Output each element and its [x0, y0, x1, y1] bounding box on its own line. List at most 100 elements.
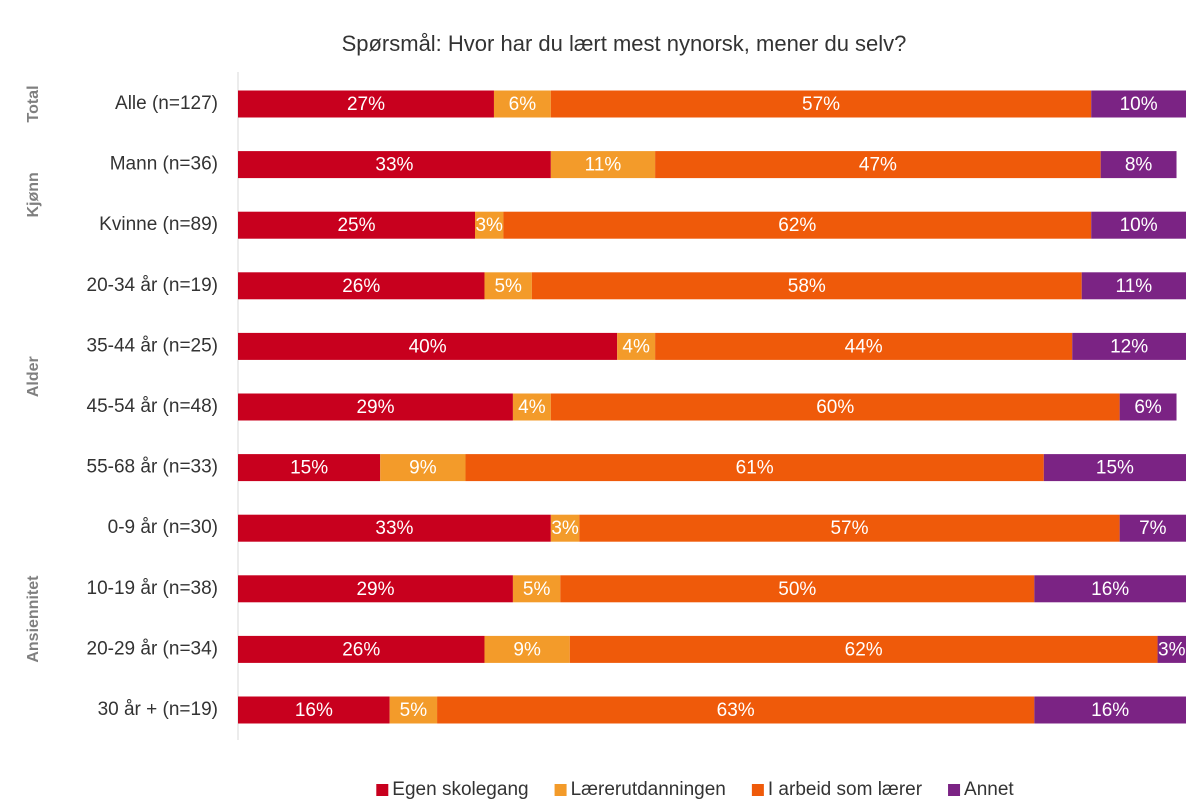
- category-label: 20-34 år (n=19): [87, 275, 219, 296]
- bar-segment: [238, 696, 390, 724]
- value-label: 29%: [356, 579, 394, 600]
- legend-swatch: [376, 784, 389, 796]
- category-label: Kvinne (n=89): [99, 214, 218, 235]
- bar-segment: [465, 454, 1044, 482]
- bar-segment: [238, 575, 513, 603]
- group-label: Total: [25, 85, 42, 122]
- bar-segment: [437, 696, 1035, 724]
- bar-segment: [655, 151, 1101, 179]
- value-label: 40%: [409, 336, 447, 357]
- value-label: 16%: [1091, 579, 1129, 600]
- value-label: 10%: [1120, 94, 1158, 115]
- bar-segment: [1043, 454, 1186, 482]
- value-label: 62%: [778, 215, 816, 236]
- value-label: 15%: [290, 458, 328, 479]
- bar-segment: [238, 90, 494, 118]
- bar-segment: [238, 393, 513, 421]
- bar-segment: [1119, 514, 1186, 542]
- legend-label: Lærerutdanningen: [571, 779, 726, 800]
- value-label: 12%: [1110, 336, 1148, 357]
- bar-segment: [1119, 393, 1177, 421]
- value-label: 6%: [1134, 397, 1162, 418]
- value-label: 7%: [1139, 518, 1167, 539]
- bar-segment: [531, 272, 1082, 300]
- group-label: Ansiennitet: [25, 575, 42, 663]
- value-label: 9%: [409, 458, 437, 479]
- bar-segment: [1034, 575, 1186, 603]
- bar-segment: [484, 635, 570, 663]
- bar-segment: [238, 332, 618, 360]
- bar-segment: [550, 393, 1120, 421]
- bar-segment: [1081, 272, 1186, 300]
- category-label: 30 år + (n=19): [98, 699, 218, 720]
- value-label: 61%: [736, 458, 774, 479]
- group-label: Alder: [25, 356, 42, 397]
- value-label: 57%: [802, 94, 840, 115]
- bar-segment: [238, 454, 381, 482]
- value-label: 29%: [356, 397, 394, 418]
- bar-segment: [1157, 635, 1186, 663]
- value-label: 10%: [1120, 215, 1158, 236]
- bar-segment: [1072, 332, 1186, 360]
- category-label: Alle (n=127): [115, 93, 218, 114]
- category-label: Mann (n=36): [110, 154, 218, 175]
- bar-segment: [1091, 211, 1186, 239]
- value-label: 6%: [509, 94, 537, 115]
- value-label: 8%: [1125, 155, 1153, 176]
- value-label: 26%: [342, 276, 380, 297]
- bar-segment: [655, 332, 1073, 360]
- value-label: 63%: [717, 700, 755, 721]
- value-label: 11%: [585, 155, 622, 176]
- bar-segment: [1100, 151, 1177, 179]
- value-label: 9%: [513, 639, 541, 660]
- legend-swatch: [948, 784, 961, 796]
- value-label: 60%: [816, 397, 854, 418]
- value-label: 62%: [845, 639, 883, 660]
- bar-segment: [550, 514, 580, 542]
- bar-segment: [238, 514, 551, 542]
- bar-segment: [238, 635, 485, 663]
- value-label: 44%: [845, 336, 883, 357]
- bar-segment: [579, 514, 1120, 542]
- bar-segment: [1034, 696, 1186, 724]
- value-label: 5%: [523, 579, 551, 600]
- legend-swatch: [554, 784, 567, 796]
- category-label: 55-68 år (n=33): [87, 457, 219, 478]
- category-label: 0-9 år (n=30): [108, 517, 218, 538]
- bar-segment: [512, 575, 561, 603]
- value-label: 25%: [337, 215, 375, 236]
- value-label: 47%: [859, 155, 897, 176]
- bar-segment: [484, 272, 532, 300]
- category-label: 20-29 år (n=34): [87, 638, 219, 659]
- category-label: 10-19 år (n=38): [87, 578, 219, 599]
- category-label: 45-54 år (n=48): [87, 396, 219, 417]
- bar-segment: [380, 454, 466, 482]
- bar-segment: [389, 696, 438, 724]
- bar-segment: [238, 211, 475, 239]
- group-label: Kjønn: [25, 172, 42, 217]
- chart-title: Spørsmål: Hvor har du lært mest nynorsk,…: [342, 31, 907, 56]
- legend-label: Annet: [964, 779, 1014, 800]
- value-label: 58%: [788, 276, 826, 297]
- value-label: 15%: [1096, 458, 1134, 479]
- legend-label: I arbeid som lærer: [768, 779, 923, 800]
- value-label: 4%: [518, 397, 546, 418]
- bar-segment: [617, 332, 656, 360]
- value-label: 27%: [347, 94, 385, 115]
- value-label: 33%: [375, 155, 413, 176]
- bar-segment: [238, 272, 485, 300]
- value-label: 11%: [1116, 276, 1153, 297]
- value-label: 50%: [778, 579, 816, 600]
- value-label: 4%: [622, 336, 650, 357]
- bar-segment: [1091, 90, 1186, 118]
- value-label: 5%: [494, 276, 522, 297]
- value-label: 3%: [551, 518, 579, 539]
- value-label: 16%: [295, 700, 333, 721]
- legend-label: Egen skolegang: [392, 779, 528, 800]
- value-label: 16%: [1091, 700, 1129, 721]
- bar-segment: [569, 635, 1158, 663]
- value-label: 33%: [375, 518, 413, 539]
- value-label: 57%: [830, 518, 868, 539]
- bar-segment: [238, 151, 551, 179]
- category-label: 35-44 år (n=25): [87, 335, 219, 356]
